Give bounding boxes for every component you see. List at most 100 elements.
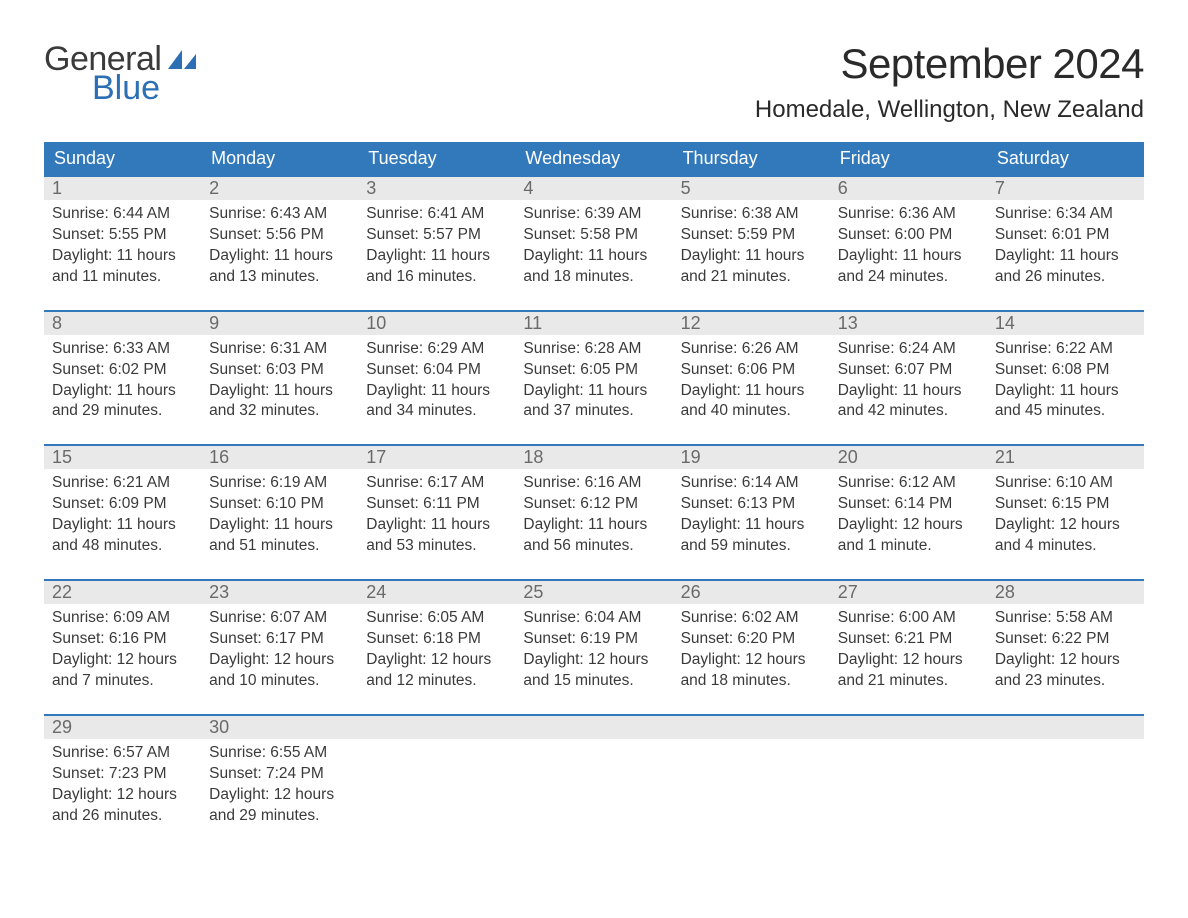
sunrise-line: Sunrise: 6:44 AM — [52, 204, 193, 225]
sunrise-line: Sunrise: 6:19 AM — [209, 473, 350, 494]
day-number: 22 — [44, 581, 201, 604]
calendar-day: 14Sunrise: 6:22 AMSunset: 6:08 PMDayligh… — [987, 312, 1144, 431]
sunrise-line: Sunrise: 6:10 AM — [995, 473, 1136, 494]
daylight-line: Daylight: 11 hours and 16 minutes. — [366, 246, 507, 288]
day-details: Sunrise: 6:43 AMSunset: 5:56 PMDaylight:… — [201, 200, 358, 296]
calendar-day: 19Sunrise: 6:14 AMSunset: 6:13 PMDayligh… — [673, 446, 830, 565]
sunset-line: Sunset: 6:15 PM — [995, 494, 1136, 515]
sunset-line: Sunset: 6:09 PM — [52, 494, 193, 515]
sunset-line: Sunset: 6:01 PM — [995, 225, 1136, 246]
day-number — [987, 716, 1144, 739]
day-number: 7 — [987, 177, 1144, 200]
day-number: 8 — [44, 312, 201, 335]
day-details: Sunrise: 6:29 AMSunset: 6:04 PMDaylight:… — [358, 335, 515, 431]
day-number: 20 — [830, 446, 987, 469]
calendar-day — [673, 716, 830, 835]
header-row: General Blue September 2024 Homedale, We… — [44, 40, 1144, 124]
calendar-day: 15Sunrise: 6:21 AMSunset: 6:09 PMDayligh… — [44, 446, 201, 565]
calendar-week: 8Sunrise: 6:33 AMSunset: 6:02 PMDaylight… — [44, 310, 1144, 431]
day-number: 6 — [830, 177, 987, 200]
daylight-line: Daylight: 11 hours and 29 minutes. — [52, 381, 193, 423]
sunset-line: Sunset: 6:20 PM — [681, 629, 822, 650]
day-number: 3 — [358, 177, 515, 200]
calendar: SundayMondayTuesdayWednesdayThursdayFrid… — [44, 142, 1144, 834]
calendar-day: 11Sunrise: 6:28 AMSunset: 6:05 PMDayligh… — [515, 312, 672, 431]
daylight-line: Daylight: 11 hours and 48 minutes. — [52, 515, 193, 557]
sunrise-line: Sunrise: 6:26 AM — [681, 339, 822, 360]
logo-text-2: Blue — [92, 69, 197, 108]
day-details: Sunrise: 6:39 AMSunset: 5:58 PMDaylight:… — [515, 200, 672, 296]
day-details: Sunrise: 6:44 AMSunset: 5:55 PMDaylight:… — [44, 200, 201, 296]
day-details: Sunrise: 6:09 AMSunset: 6:16 PMDaylight:… — [44, 604, 201, 700]
day-number: 16 — [201, 446, 358, 469]
daylight-line: Daylight: 12 hours and 10 minutes. — [209, 650, 350, 692]
sunset-line: Sunset: 7:23 PM — [52, 764, 193, 785]
calendar-day: 26Sunrise: 6:02 AMSunset: 6:20 PMDayligh… — [673, 581, 830, 700]
calendar-day: 7 Sunrise: 6:34 AMSunset: 6:01 PMDaylight… — [987, 177, 1144, 296]
calendar-day: 5Sunrise: 6:38 AMSunset: 5:59 PMDaylight… — [673, 177, 830, 296]
sunrise-line: Sunrise: 6:17 AM — [366, 473, 507, 494]
sunset-line: Sunset: 5:59 PM — [681, 225, 822, 246]
calendar-day — [987, 716, 1144, 835]
day-number: 24 — [358, 581, 515, 604]
sunrise-line: Sunrise: 6:43 AM — [209, 204, 350, 225]
day-number: 4 — [515, 177, 672, 200]
weekday-header: Monday — [201, 142, 358, 175]
day-number: 21 — [987, 446, 1144, 469]
calendar-day: 16Sunrise: 6:19 AMSunset: 6:10 PMDayligh… — [201, 446, 358, 565]
day-details: Sunrise: 6:02 AMSunset: 6:20 PMDaylight:… — [673, 604, 830, 700]
weekday-header: Saturday — [987, 142, 1144, 175]
calendar-day: 27Sunrise: 6:00 AMSunset: 6:21 PMDayligh… — [830, 581, 987, 700]
daylight-line: Daylight: 11 hours and 24 minutes. — [838, 246, 979, 288]
daylight-line: Daylight: 11 hours and 26 minutes. — [995, 246, 1136, 288]
daylight-line: Daylight: 11 hours and 37 minutes. — [523, 381, 664, 423]
day-details: Sunrise: 6:57 AMSunset: 7:23 PMDaylight:… — [44, 739, 201, 835]
calendar-day: 17Sunrise: 6:17 AMSunset: 6:11 PMDayligh… — [358, 446, 515, 565]
daylight-line: Daylight: 12 hours and 1 minute. — [838, 515, 979, 557]
day-number: 18 — [515, 446, 672, 469]
sunset-line: Sunset: 5:55 PM — [52, 225, 193, 246]
sunrise-line: Sunrise: 6:05 AM — [366, 608, 507, 629]
calendar-week: 22Sunrise: 6:09 AMSunset: 6:16 PMDayligh… — [44, 579, 1144, 700]
sunrise-line: Sunrise: 6:57 AM — [52, 743, 193, 764]
day-details: Sunrise: 6:41 AMSunset: 5:57 PMDaylight:… — [358, 200, 515, 296]
calendar-day: 29Sunrise: 6:57 AMSunset: 7:23 PMDayligh… — [44, 716, 201, 835]
sunset-line: Sunset: 6:04 PM — [366, 360, 507, 381]
day-details: Sunrise: 6:07 AMSunset: 6:17 PMDaylight:… — [201, 604, 358, 700]
day-details: Sunrise: 6:24 AMSunset: 6:07 PMDaylight:… — [830, 335, 987, 431]
day-details: Sunrise: 6:38 AMSunset: 5:59 PMDaylight:… — [673, 200, 830, 296]
day-number: 15 — [44, 446, 201, 469]
daylight-line: Daylight: 11 hours and 40 minutes. — [681, 381, 822, 423]
weekday-header: Sunday — [44, 142, 201, 175]
day-number: 19 — [673, 446, 830, 469]
daylight-line: Daylight: 12 hours and 7 minutes. — [52, 650, 193, 692]
sunrise-line: Sunrise: 6:09 AM — [52, 608, 193, 629]
day-number: 27 — [830, 581, 987, 604]
daylight-line: Daylight: 12 hours and 18 minutes. — [681, 650, 822, 692]
sunrise-line: Sunrise: 6:28 AM — [523, 339, 664, 360]
day-details: Sunrise: 6:05 AMSunset: 6:18 PMDaylight:… — [358, 604, 515, 700]
calendar-week: 29Sunrise: 6:57 AMSunset: 7:23 PMDayligh… — [44, 714, 1144, 835]
calendar-day: 25Sunrise: 6:04 AMSunset: 6:19 PMDayligh… — [515, 581, 672, 700]
daylight-line: Daylight: 12 hours and 4 minutes. — [995, 515, 1136, 557]
calendar-day: 9Sunrise: 6:31 AMSunset: 6:03 PMDaylight… — [201, 312, 358, 431]
calendar-day: 28Sunrise: 5:58 AMSunset: 6:22 PMDayligh… — [987, 581, 1144, 700]
weekday-header: Tuesday — [358, 142, 515, 175]
calendar-day: 24Sunrise: 6:05 AMSunset: 6:18 PMDayligh… — [358, 581, 515, 700]
sunrise-line: Sunrise: 6:34 AM — [995, 204, 1136, 225]
day-details: Sunrise: 6:17 AMSunset: 6:11 PMDaylight:… — [358, 469, 515, 565]
sunrise-line: Sunrise: 6:12 AM — [838, 473, 979, 494]
sunset-line: Sunset: 6:06 PM — [681, 360, 822, 381]
day-number: 2 — [201, 177, 358, 200]
logo: General Blue — [44, 40, 197, 108]
sunset-line: Sunset: 6:12 PM — [523, 494, 664, 515]
sunset-line: Sunset: 6:07 PM — [838, 360, 979, 381]
location-text: Homedale, Wellington, New Zealand — [755, 96, 1144, 124]
day-number: 10 — [358, 312, 515, 335]
day-details: Sunrise: 6:10 AMSunset: 6:15 PMDaylight:… — [987, 469, 1144, 565]
day-number — [673, 716, 830, 739]
month-title: September 2024 — [755, 40, 1144, 88]
day-number — [830, 716, 987, 739]
day-number: 28 — [987, 581, 1144, 604]
sunset-line: Sunset: 6:21 PM — [838, 629, 979, 650]
